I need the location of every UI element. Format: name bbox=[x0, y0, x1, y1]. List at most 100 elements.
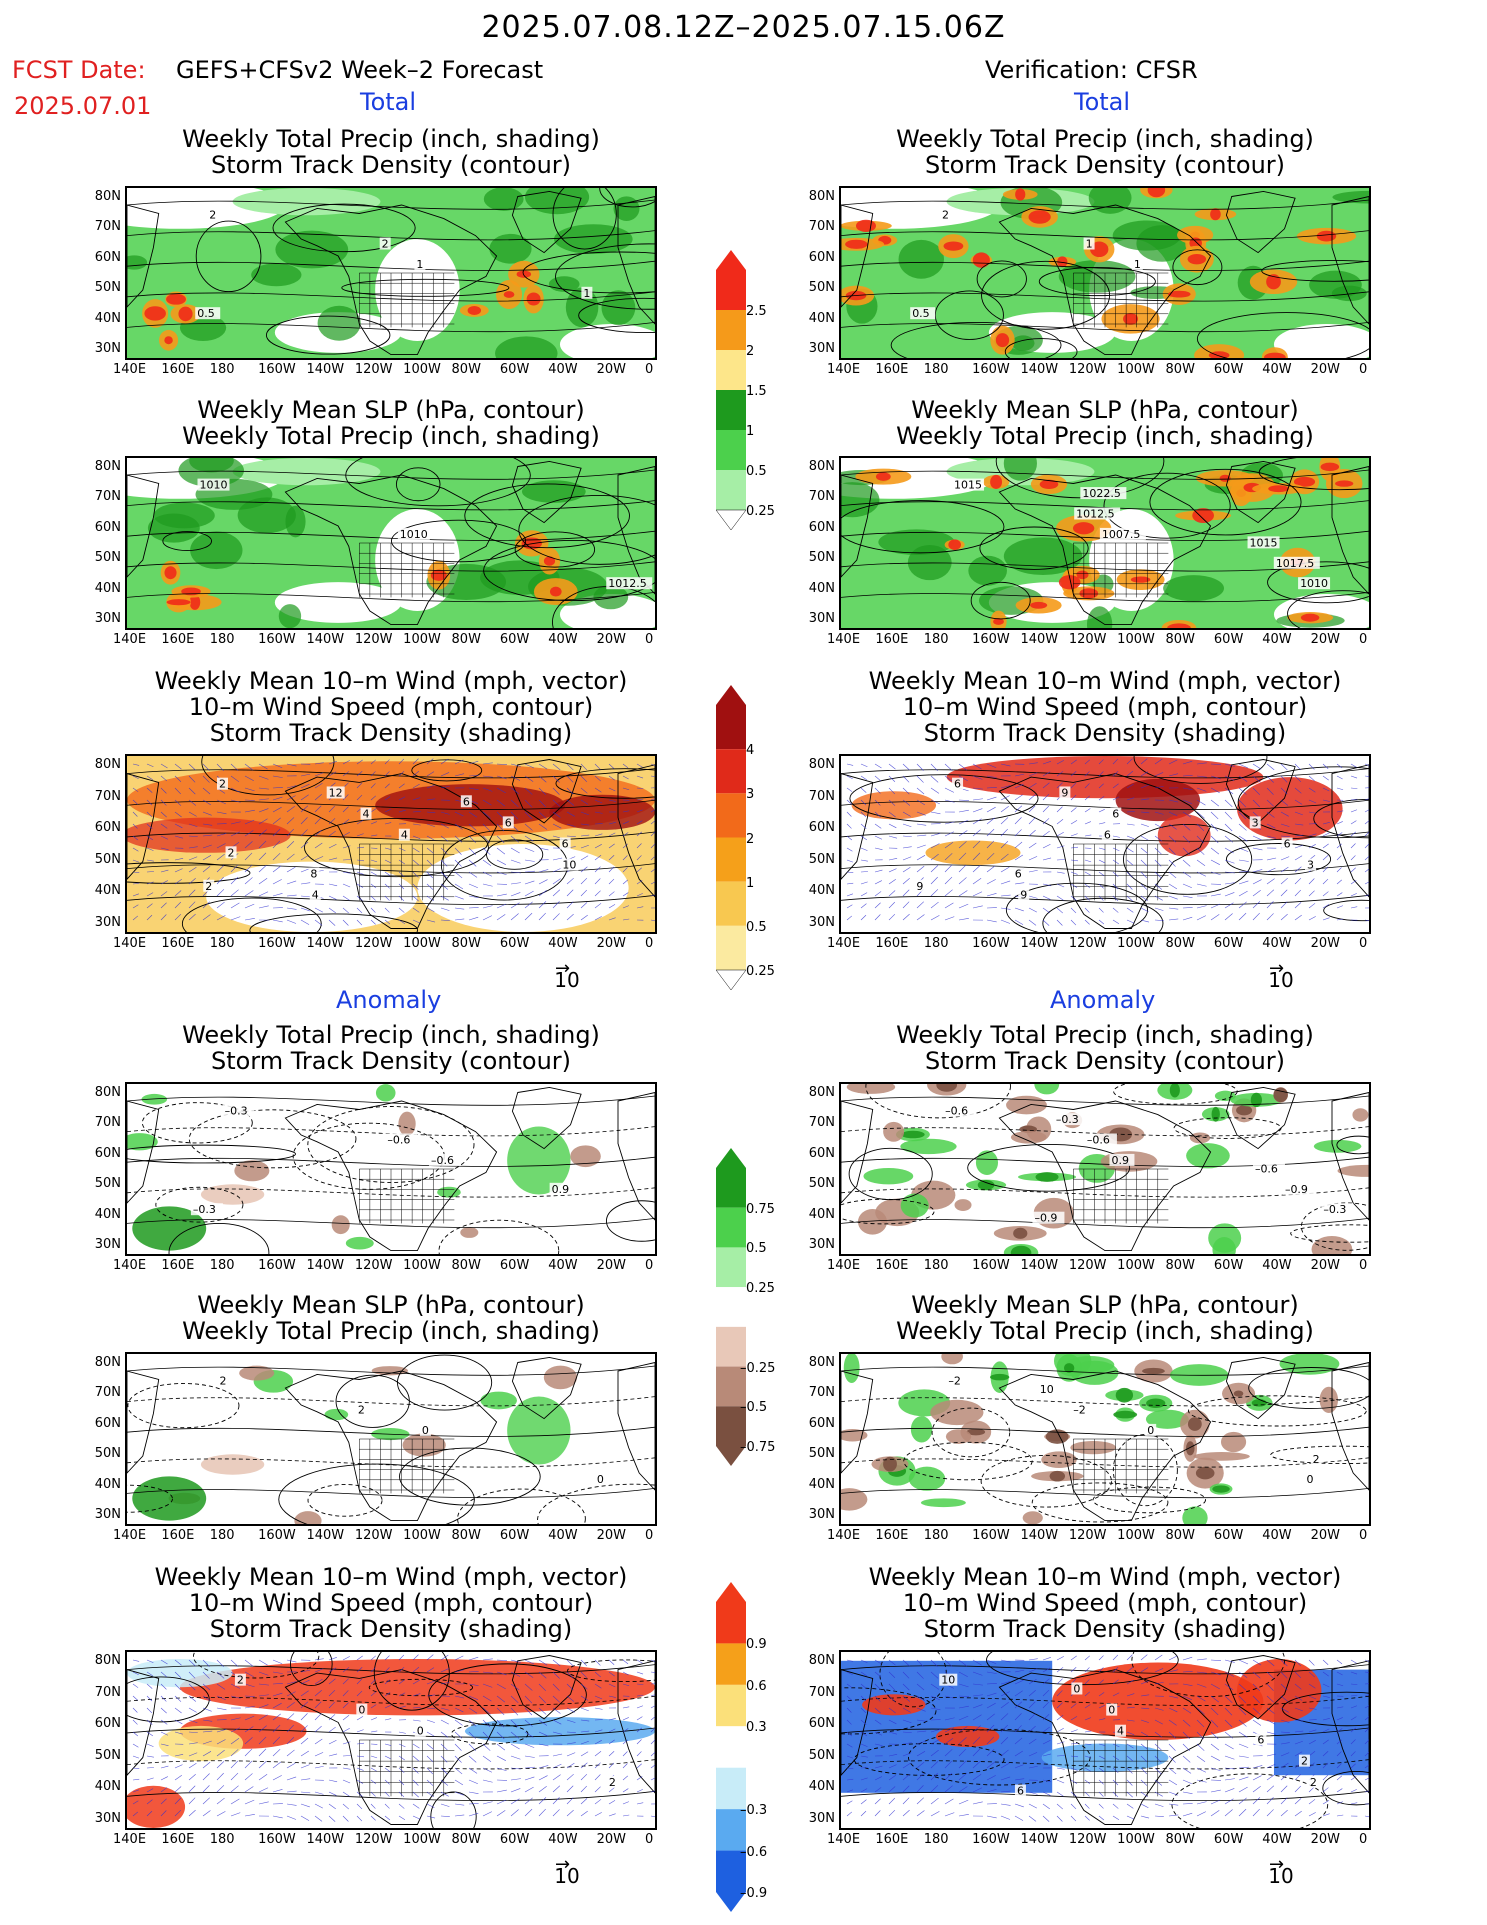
wind-vector bbox=[524, 1695, 533, 1704]
wind-vector bbox=[454, 1755, 462, 1763]
wind-vector bbox=[272, 1724, 281, 1733]
wind-vector bbox=[888, 1719, 897, 1725]
wind-vector bbox=[580, 914, 588, 921]
contour-label: –0.9 bbox=[1285, 1183, 1308, 1196]
wind-vector bbox=[580, 1659, 588, 1667]
map-panel-p2[interactable]: 2 1 0.5 1 bbox=[839, 186, 1371, 360]
wind-vector bbox=[622, 810, 630, 813]
wind-vector bbox=[1014, 1713, 1022, 1721]
wind-vector bbox=[1112, 907, 1119, 913]
wind-vector bbox=[468, 1743, 476, 1752]
wind-vector bbox=[216, 1761, 225, 1769]
longitude-label: 120W bbox=[354, 362, 393, 377]
longitude-label: 60W bbox=[1213, 936, 1244, 951]
wind-vector bbox=[972, 891, 983, 897]
wind-vector bbox=[986, 806, 996, 813]
map-panel-p12[interactable]: 10 4 2 0 2 0 6 6 bbox=[839, 1650, 1371, 1830]
map-panel-p10[interactable]: –2 0 0 –2 2 10 bbox=[839, 1352, 1371, 1526]
map-panel-p3[interactable]: 1010 1010 1012.5 bbox=[125, 456, 657, 630]
wind-vector bbox=[524, 811, 533, 820]
wind-vector bbox=[412, 919, 421, 924]
very-heavy-precip bbox=[1208, 351, 1230, 358]
wind-vector bbox=[412, 1719, 421, 1722]
wind-vector bbox=[972, 840, 981, 849]
wet-anomaly bbox=[900, 1138, 957, 1155]
contour-label: 2 bbox=[237, 1674, 244, 1687]
wind-vector bbox=[216, 799, 226, 805]
wind-vector bbox=[440, 823, 449, 829]
wind-vector bbox=[902, 775, 910, 783]
wind-vector bbox=[972, 1725, 981, 1733]
wind-vector bbox=[496, 859, 506, 865]
wind-vector bbox=[1112, 783, 1119, 789]
map-panel-p4[interactable]: 1015 1007.5 1010 1012.5 1017.5 1022.5 1015 bbox=[839, 456, 1371, 630]
map-panel-p5[interactable]: 2 4 2 4 10 12 6 4 6 8 6 2 bbox=[125, 754, 657, 934]
panel-title-line: Storm Track Density (shading) bbox=[209, 1615, 573, 1643]
wind-vector bbox=[454, 1655, 464, 1661]
colorbar-label: –0.25 bbox=[740, 1360, 776, 1376]
wind-vector bbox=[846, 859, 854, 863]
wind-vector bbox=[370, 771, 376, 777]
contour-line bbox=[127, 1790, 655, 1802]
strong-anomaly bbox=[1019, 1125, 1037, 1133]
wind-vector bbox=[958, 1671, 968, 1678]
wind-vector bbox=[1084, 1791, 1090, 1797]
wind-vector bbox=[496, 1659, 507, 1661]
wind-vector bbox=[622, 832, 629, 837]
wind-vector bbox=[342, 1755, 351, 1757]
wind-vector bbox=[958, 841, 967, 849]
coastline bbox=[617, 1092, 655, 1221]
contour-line bbox=[555, 768, 655, 799]
dry-anomaly bbox=[294, 1511, 322, 1524]
wind-vector bbox=[1098, 1803, 1104, 1809]
wind-vector bbox=[580, 1740, 589, 1745]
wind-vector bbox=[496, 1789, 507, 1793]
wind-vector bbox=[412, 770, 420, 777]
verification-title: Verification: CFSR bbox=[985, 56, 1198, 84]
wind-vector bbox=[916, 1707, 926, 1712]
wind-vector bbox=[1252, 1775, 1262, 1781]
wind-vector bbox=[1336, 775, 1343, 780]
wind-vector bbox=[1336, 855, 1342, 861]
wind-vector bbox=[1028, 1791, 1038, 1795]
wind-vector bbox=[636, 1751, 642, 1757]
vector-reference-label: 10 bbox=[554, 1864, 580, 1888]
wind-vector bbox=[1112, 1791, 1119, 1798]
wind-vector bbox=[174, 1659, 182, 1666]
wind-vector bbox=[202, 865, 211, 873]
wind-vector bbox=[468, 1707, 478, 1714]
wind-vector bbox=[300, 1750, 310, 1757]
wind-vector bbox=[342, 771, 350, 777]
wind-vector bbox=[1014, 919, 1024, 925]
colorbar-segment bbox=[716, 1850, 746, 1892]
longitude-label: 120W bbox=[354, 1528, 393, 1543]
longitude-label: 40W bbox=[1262, 1832, 1292, 1847]
wind-vector bbox=[482, 799, 492, 806]
contour-line bbox=[201, 756, 335, 796]
wind-vector bbox=[272, 1682, 283, 1685]
wind-vector bbox=[1364, 831, 1369, 837]
wind-vector bbox=[1098, 907, 1104, 913]
wind-vector bbox=[552, 1731, 563, 1735]
map-panel-p8[interactable]: –0.6 0.9 –0.3 –0.6 –0.9 –0.3 –0.6 –0.9 bbox=[839, 1082, 1371, 1256]
wind-vector bbox=[1196, 1719, 1205, 1728]
map-panel-p1[interactable]: 2 1 0.5 2 1 bbox=[125, 186, 657, 360]
wind-vector bbox=[1266, 1774, 1275, 1781]
contour-line bbox=[127, 322, 655, 333]
wind-vector bbox=[1056, 1728, 1064, 1733]
wind-vector bbox=[1168, 1779, 1178, 1786]
longitude-label: 40W bbox=[548, 1528, 578, 1543]
coastline bbox=[617, 1362, 655, 1491]
wind-vector bbox=[188, 878, 196, 885]
wind-vector bbox=[1070, 1716, 1078, 1721]
wind-vector bbox=[1266, 889, 1275, 897]
wet-anomaly bbox=[507, 1126, 571, 1195]
longitude-label: 180 bbox=[209, 936, 235, 951]
wind-vector bbox=[1140, 811, 1150, 814]
latitude-label: 80N bbox=[808, 189, 835, 204]
map-panel-p7[interactable]: –0.3 –0.6 –0.3 –0.6 0.9 bbox=[125, 1082, 657, 1256]
